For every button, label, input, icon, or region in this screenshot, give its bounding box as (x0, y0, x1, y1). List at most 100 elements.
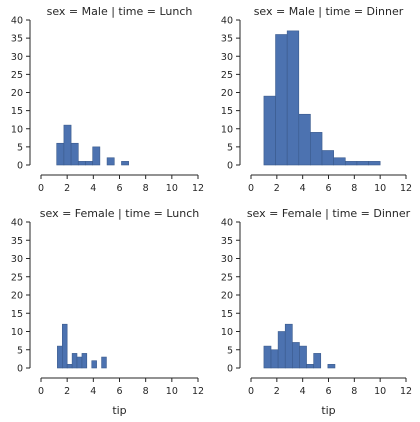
histogram-bar (81, 353, 88, 369)
histogram-bar (270, 349, 279, 369)
x-tick-label: 4 (90, 386, 96, 397)
x-tick-label: 4 (300, 386, 306, 397)
histogram-bar (368, 161, 381, 166)
y-tick-label: 20 (221, 88, 233, 99)
x-tick-label: 2 (274, 386, 280, 397)
y-tick-label: 40 (221, 218, 233, 229)
x-tick-label: 8 (143, 183, 149, 194)
histogram-bar (344, 161, 358, 166)
x-tick-label: 8 (351, 386, 357, 397)
y-tick-label: 35 (221, 34, 233, 45)
histogram-bar (313, 353, 322, 369)
x-tick-label: 0 (38, 386, 44, 397)
y-tick-label: 30 (11, 254, 23, 265)
histogram-bar (277, 331, 286, 369)
x-tick-label: 2 (64, 386, 70, 397)
y-tick-label: 5 (227, 345, 233, 356)
x-tick-label: 0 (248, 183, 254, 194)
histogram-bar (56, 142, 65, 166)
histogram-bar (121, 161, 129, 166)
y-tick-label: 25 (221, 272, 233, 283)
y-tick-label: 5 (17, 345, 23, 356)
y-tick-label: 35 (11, 34, 23, 45)
y-tick-label: 0 (17, 161, 23, 172)
x-tick-label: 6 (325, 183, 331, 194)
histogram-bar (85, 161, 93, 166)
histogram-bar (275, 34, 288, 166)
histogram-bar (333, 157, 346, 166)
facet-male-lunch: sex = Male | time = Lunch051015202530354… (11, 5, 204, 194)
facet-title: sex = Female | time = Dinner (247, 207, 411, 220)
x-tick-label: 8 (143, 386, 149, 397)
facet-title: sex = Female | time = Lunch (40, 207, 199, 220)
facet-female-dinner: sex = Female | time = Dinner 0 5 10 15 20 25 30… (221, 207, 412, 417)
y-tick-label: 10 (221, 124, 233, 135)
x-tick-label: 4 (300, 183, 306, 194)
x-tick-label: 0 (38, 183, 44, 194)
x-tick-label: 10 (374, 386, 386, 397)
y-tick-label: 10 (11, 124, 23, 135)
y-tick-label: 20 (11, 88, 23, 99)
histogram-bar (327, 364, 336, 369)
histogram-bar (299, 345, 307, 369)
histogram-bar (306, 364, 314, 369)
y-tick-label: 15 (221, 106, 233, 117)
y-tick-label: 10 (221, 327, 233, 338)
facet-title: sex = Male | time = Dinner (254, 5, 404, 18)
histogram-bar (70, 142, 79, 166)
histogram-bar (66, 364, 73, 369)
x-axis-label: tip (321, 404, 335, 417)
y-tick-label: 25 (11, 272, 23, 283)
facet-title: sex = Male | time = Lunch (47, 5, 193, 18)
facet-male-dinner: sex = Male | time = Dinner05101520253035… (221, 5, 412, 194)
y-tick-label: 15 (221, 309, 233, 320)
histogram-bar (76, 356, 83, 369)
y-tick-label: 40 (221, 16, 233, 27)
x-tick-label: 6 (325, 386, 331, 397)
y-tick-label: 30 (11, 52, 23, 63)
x-tick-label: 12 (400, 183, 412, 194)
x-tick-label: 10 (374, 183, 386, 194)
histogram-bar (77, 161, 86, 166)
y-tick-label: 25 (221, 70, 233, 81)
x-tick-label: 2 (64, 183, 70, 194)
histogram-bar (62, 323, 68, 369)
histogram-bar (106, 157, 115, 166)
x-axis-label: tip (112, 404, 126, 417)
histogram-bar (91, 360, 97, 369)
y-tick-label: 15 (11, 309, 23, 320)
facet-female-lunch: sex = Female | time = Lunch0510152025303… (11, 207, 204, 417)
x-tick-label: 12 (400, 386, 412, 397)
y-tick-label: 5 (17, 142, 23, 153)
y-tick-label: 5 (227, 142, 233, 153)
histogram-bar (292, 342, 300, 369)
histogram-bar (92, 146, 101, 166)
y-tick-label: 0 (227, 161, 233, 172)
y-tick-label: 0 (17, 364, 23, 375)
histogram-bar (57, 345, 63, 369)
x-tick-label: 8 (351, 183, 357, 194)
histogram-bar (298, 113, 311, 166)
x-tick-label: 12 (192, 183, 204, 194)
x-tick-label: 10 (166, 183, 178, 194)
histogram-bar (310, 132, 323, 166)
x-tick-label: 4 (90, 183, 96, 194)
y-tick-label: 40 (11, 16, 23, 27)
y-tick-label: 20 (11, 291, 23, 302)
histogram-bar (356, 161, 369, 166)
y-tick-label: 30 (221, 254, 233, 265)
x-tick-label: 10 (166, 386, 178, 397)
y-tick-label: 40 (11, 218, 23, 229)
y-tick-label: 20 (221, 291, 233, 302)
histogram-bar (263, 95, 276, 166)
x-tick-label: 2 (274, 183, 280, 194)
histogram-bar (286, 30, 300, 166)
x-tick-label: 12 (192, 386, 204, 397)
x-tick-label: 6 (116, 183, 122, 194)
histogram-bar (63, 124, 72, 166)
y-tick-label: 35 (11, 236, 23, 247)
histogram-bar (284, 323, 293, 369)
y-tick-label: 35 (221, 236, 233, 247)
x-tick-label: 0 (248, 386, 254, 397)
